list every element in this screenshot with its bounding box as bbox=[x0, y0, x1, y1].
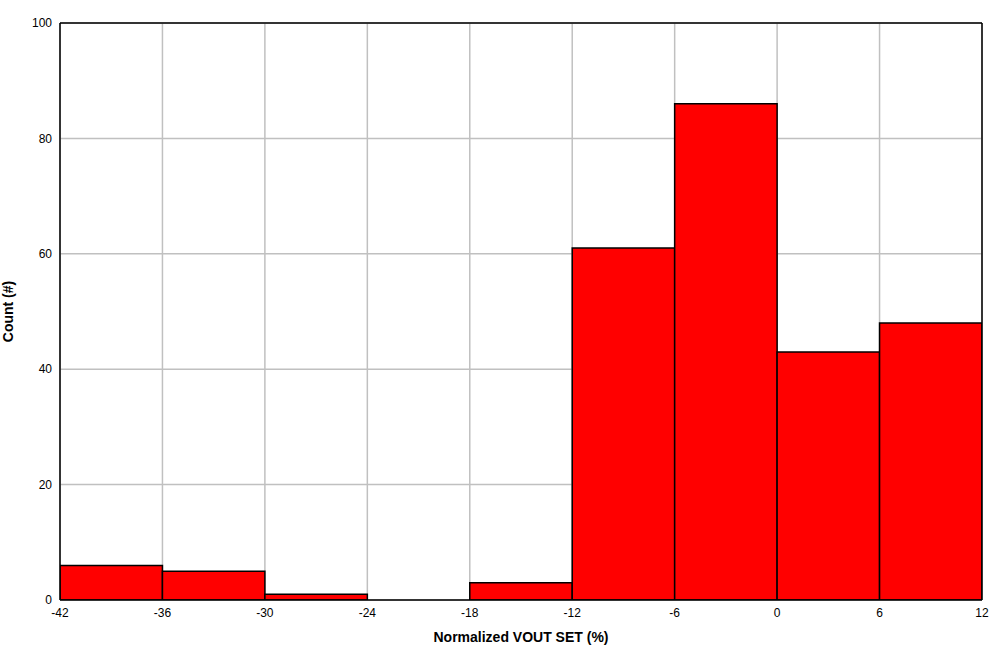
svg-text:6: 6 bbox=[876, 606, 883, 620]
svg-text:60: 60 bbox=[39, 247, 53, 261]
svg-text:12: 12 bbox=[975, 606, 989, 620]
svg-text:0: 0 bbox=[45, 593, 52, 607]
svg-text:Normalized VOUT SET (%): Normalized VOUT SET (%) bbox=[433, 629, 608, 645]
svg-text:0: 0 bbox=[774, 606, 781, 620]
svg-text:-36: -36 bbox=[154, 606, 172, 620]
svg-text:40: 40 bbox=[39, 362, 53, 376]
svg-text:-6: -6 bbox=[669, 606, 680, 620]
svg-text:20: 20 bbox=[39, 478, 53, 492]
svg-text:-30: -30 bbox=[256, 606, 274, 620]
svg-text:-12: -12 bbox=[564, 606, 582, 620]
svg-text:-18: -18 bbox=[461, 606, 479, 620]
svg-text:80: 80 bbox=[39, 132, 53, 146]
svg-text:-24: -24 bbox=[359, 606, 377, 620]
svg-text:-42: -42 bbox=[51, 606, 69, 620]
svg-text:100: 100 bbox=[32, 16, 52, 30]
svg-text:Count (#): Count (#) bbox=[8, 281, 16, 342]
